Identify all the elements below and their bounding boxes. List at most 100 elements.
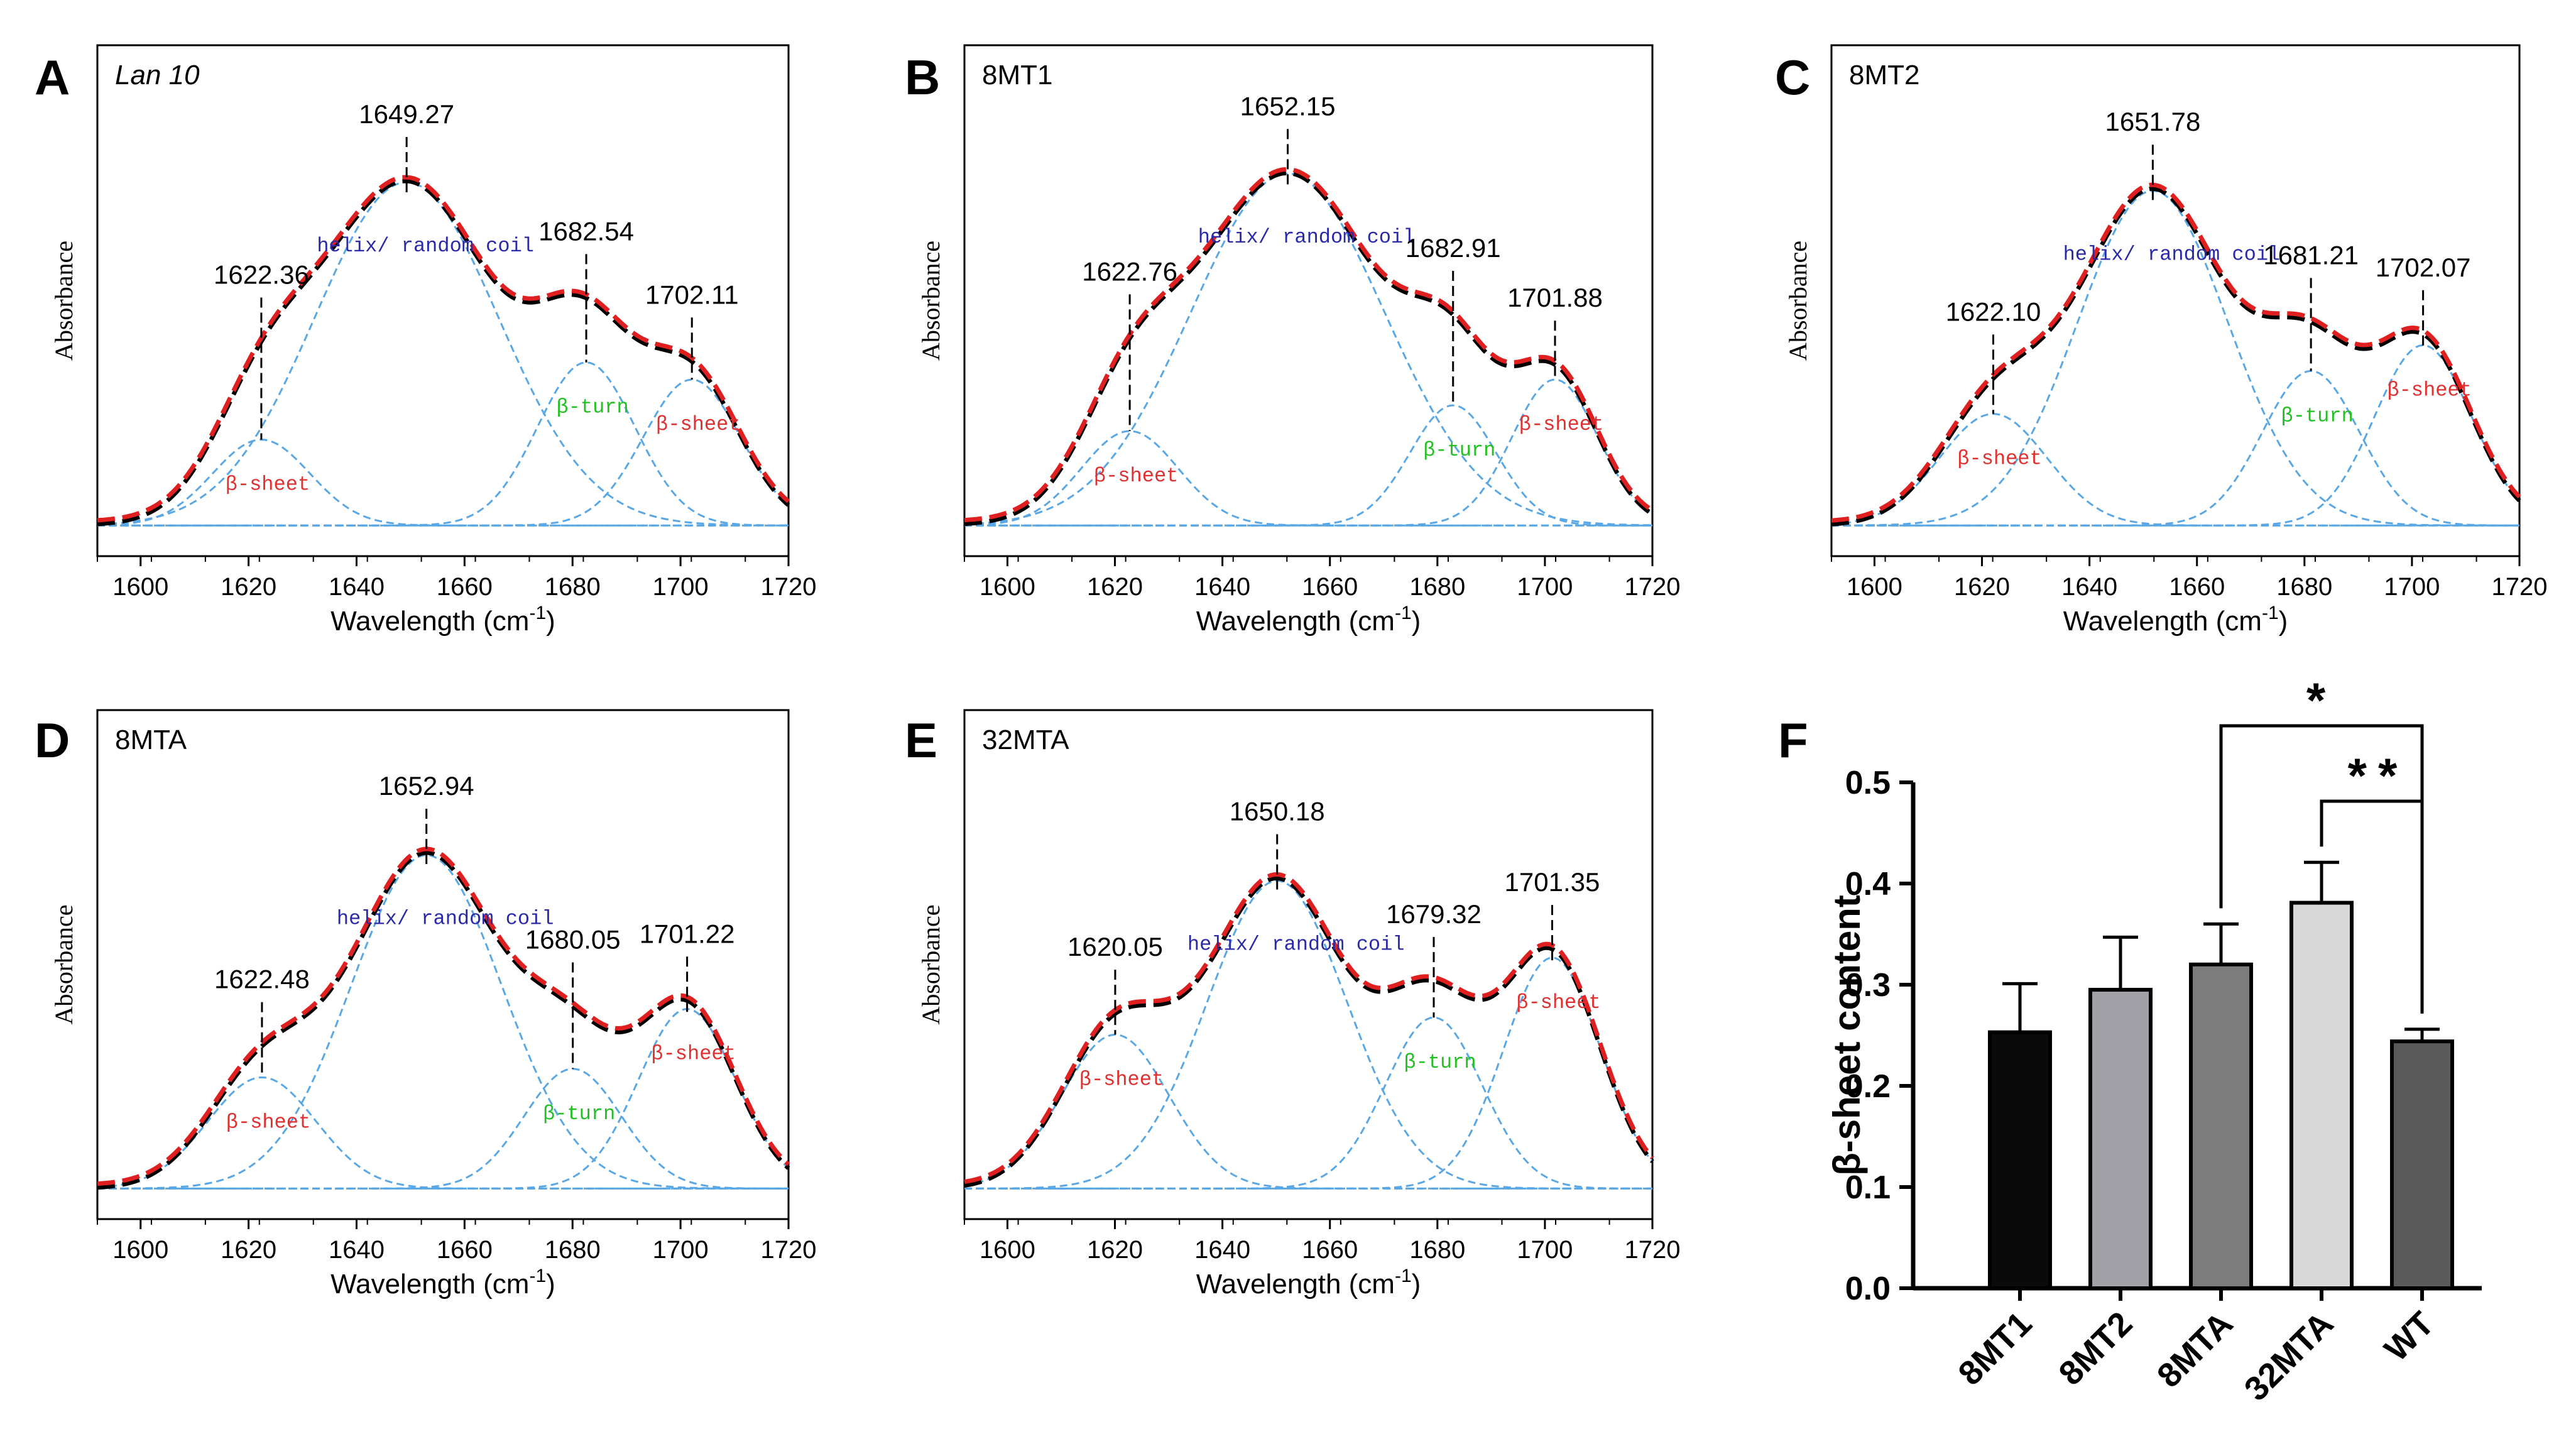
plot-frame	[96, 44, 790, 557]
x-axis-label-end: )	[1412, 1269, 1421, 1300]
x-axis-label-sup: -1	[1395, 603, 1412, 623]
component-label-1: helix/ random coil	[337, 907, 554, 931]
y-axis-label: β-sheet content	[1826, 895, 1868, 1176]
x-tick-label: 1640	[329, 1236, 385, 1264]
peak-label: 1622.76	[1082, 256, 1177, 286]
peak-label: 1652.15	[1240, 91, 1336, 121]
peak-label: 1622.48	[214, 965, 310, 994]
x-axis-label-main: Wavelength (cm	[1196, 606, 1395, 637]
peak-label: 1650.18	[1230, 796, 1325, 826]
x-tick-label: 1600	[112, 1236, 168, 1264]
peak-label: 1701.88	[1507, 283, 1603, 312]
spectrum-panel-a: A Lan 10 1600 1620 1640 1660 1680 1700 1720 Wavel…	[35, 44, 816, 637]
x-tick-label: 1720	[761, 1236, 817, 1264]
x-tick-label: 1600	[112, 573, 168, 601]
x-tick-label: 1700	[653, 1236, 709, 1264]
x-tick-label: 1680	[545, 573, 601, 601]
spectrum-panel-e: E 32MTA 1600 1620 1640 1660 1680 1700 1720 Wavele…	[905, 709, 1681, 1300]
panel-title: 8MT1	[982, 60, 1052, 90]
component-curve-1	[1831, 190, 2519, 527]
panel-letter: A	[35, 50, 70, 105]
measured-spectrum-line	[97, 178, 790, 527]
panel-letter: D	[35, 713, 70, 768]
component-label-2: β-turn	[2281, 404, 2354, 427]
y-tick-label: 0.3	[1845, 967, 1891, 1004]
panel-letter: E	[905, 713, 937, 768]
peak-label: 1622.10	[1946, 297, 2041, 326]
component-label-3: β-sheet	[1516, 991, 1600, 1014]
peak-label: 1682.54	[538, 216, 634, 246]
x-tick-label: 1700	[2384, 573, 2440, 601]
component-curve-0	[964, 430, 1652, 527]
x-tick-label: 1720	[1625, 1236, 1681, 1264]
component-label-1: helix/ random coil	[1198, 226, 1416, 249]
panel-letter: F	[1778, 713, 1808, 768]
x-axis-label-end: )	[2279, 606, 2288, 637]
peak-label: 1702.11	[645, 280, 739, 309]
panel-title: Lan 10	[115, 60, 200, 90]
x-axis-label-end: )	[546, 1269, 555, 1300]
x-tick-label: 1660	[1302, 1236, 1358, 1264]
panel-letter: B	[905, 50, 940, 105]
measured-spectrum-line	[964, 170, 1654, 527]
panel-title: 32MTA	[982, 725, 1069, 755]
component-label-0: β-sheet	[226, 1110, 310, 1134]
significance-label: *	[2306, 672, 2337, 728]
peak-label: 1651.78	[2105, 107, 2200, 136]
component-label-1: helix/ random coil	[1187, 933, 1405, 956]
category-label: 8MTA	[2150, 1305, 2240, 1395]
x-tick-label: 1620	[1087, 573, 1143, 601]
x-tick-label: 1680	[1409, 1236, 1465, 1264]
x-axis-label-sup: -1	[2262, 603, 2279, 623]
plot-frame	[963, 709, 1654, 1220]
component-curve-0	[97, 1076, 789, 1190]
component-label-1: helix/ random coil	[2063, 243, 2281, 266]
panel-letter: C	[1775, 50, 1810, 105]
x-tick-label: 1620	[1087, 1236, 1143, 1264]
component-curve-3	[97, 1008, 790, 1190]
component-curve-1	[964, 879, 1652, 1190]
bar-wt	[2390, 1039, 2454, 1291]
component-label-3: β-sheet	[651, 1043, 735, 1066]
component-label-3: β-sheet	[656, 413, 740, 436]
component-curve-2	[964, 1016, 1652, 1190]
x-axis-label-end: )	[546, 606, 555, 637]
peak-label: 1649.27	[359, 99, 454, 129]
spectrum-panel-b: B 8MT1 1600 1620 1640 1660 1680 1700 1720 Wavelen…	[905, 44, 1680, 637]
component-curve-1	[97, 854, 789, 1190]
x-axis-label: Wavelength (cm-1)	[1196, 1266, 1421, 1300]
bar-8mta	[2189, 962, 2253, 1291]
plot-frame	[963, 44, 1654, 557]
x-axis-label: Wavelength (cm-1)	[330, 1266, 555, 1300]
peak-label: 1622.36	[214, 260, 309, 290]
x-tick-label: 1700	[1517, 1236, 1573, 1264]
component-label-2: β-turn	[556, 396, 628, 419]
component-label-0: β-sheet	[1079, 1068, 1164, 1091]
peak-label: 1680.05	[525, 925, 621, 955]
x-axis-label: Wavelength (cm-1)	[2063, 603, 2288, 637]
measured-spectrum-line	[1831, 186, 2521, 527]
category-label: 32MTA	[2237, 1305, 2341, 1408]
component-curve-2	[97, 361, 789, 527]
component-curve-0	[1831, 413, 2519, 527]
x-tick-label: 1680	[2276, 573, 2332, 601]
x-tick-label: 1700	[653, 573, 709, 601]
plot-frame	[96, 709, 790, 1220]
fitted-spectrum-line	[1831, 182, 2521, 523]
y-tick-label: 0.4	[1845, 866, 1891, 902]
fitted-spectrum-line	[97, 175, 790, 523]
component-label-3: β-sheet	[2387, 378, 2471, 402]
y-tick-label: 0.0	[1845, 1271, 1891, 1307]
category-label: 8MT2	[2051, 1305, 2139, 1393]
component-curve-3	[964, 956, 1654, 1190]
x-tick-label: 1700	[1517, 573, 1573, 601]
y-tick-label: 0.5	[1845, 765, 1891, 801]
x-tick-label: 1640	[329, 573, 385, 601]
x-tick-label: 1640	[1194, 573, 1250, 601]
y-axis-label: Absorbance	[50, 241, 78, 361]
component-curve-3	[1831, 344, 2521, 527]
x-tick-label: 1640	[1194, 1236, 1250, 1264]
component-label-0: β-sheet	[1094, 464, 1178, 488]
peak-label: 1681.21	[2263, 240, 2359, 270]
x-axis-label: Wavelength (cm-1)	[1196, 603, 1421, 637]
